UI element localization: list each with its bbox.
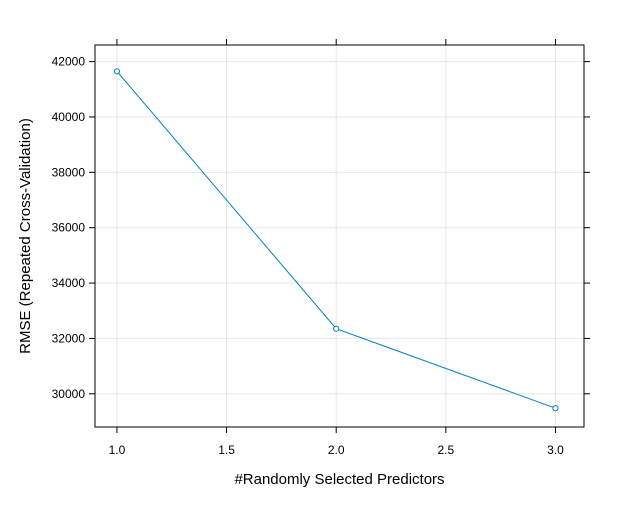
data-point (552, 405, 559, 412)
y-tick-label: 36000 (52, 221, 86, 235)
x-tick-label: 1.5 (218, 443, 235, 457)
axis-ticks: 1.0 1.5 2.0 2.5 3.0 30000 32000 34000 36000 38000… (52, 39, 590, 457)
data-point (113, 68, 121, 75)
y-tick-label: 34000 (52, 276, 86, 290)
y-tick-label: 40000 (52, 110, 86, 124)
x-axis-label: #Randomly Selected Predictors (234, 471, 444, 488)
x-tick-label: 3.0 (547, 443, 564, 457)
y-tick-label: 38000 (52, 165, 86, 179)
x-tick-label: 2.5 (438, 443, 455, 457)
data-series (113, 68, 559, 412)
y-tick-label: 42000 (52, 55, 86, 69)
y-axis-label: RMSE (Repeated Cross-Validation) (17, 118, 34, 354)
data-point (333, 325, 340, 332)
x-tick-label: 1.0 (109, 443, 126, 457)
y-tick-label: 30000 (52, 387, 86, 401)
y-tick-label: 32000 (52, 331, 86, 345)
x-tick-label: 2.0 (328, 443, 345, 457)
grid-lines (95, 45, 584, 427)
plot-panel (94, 44, 585, 428)
